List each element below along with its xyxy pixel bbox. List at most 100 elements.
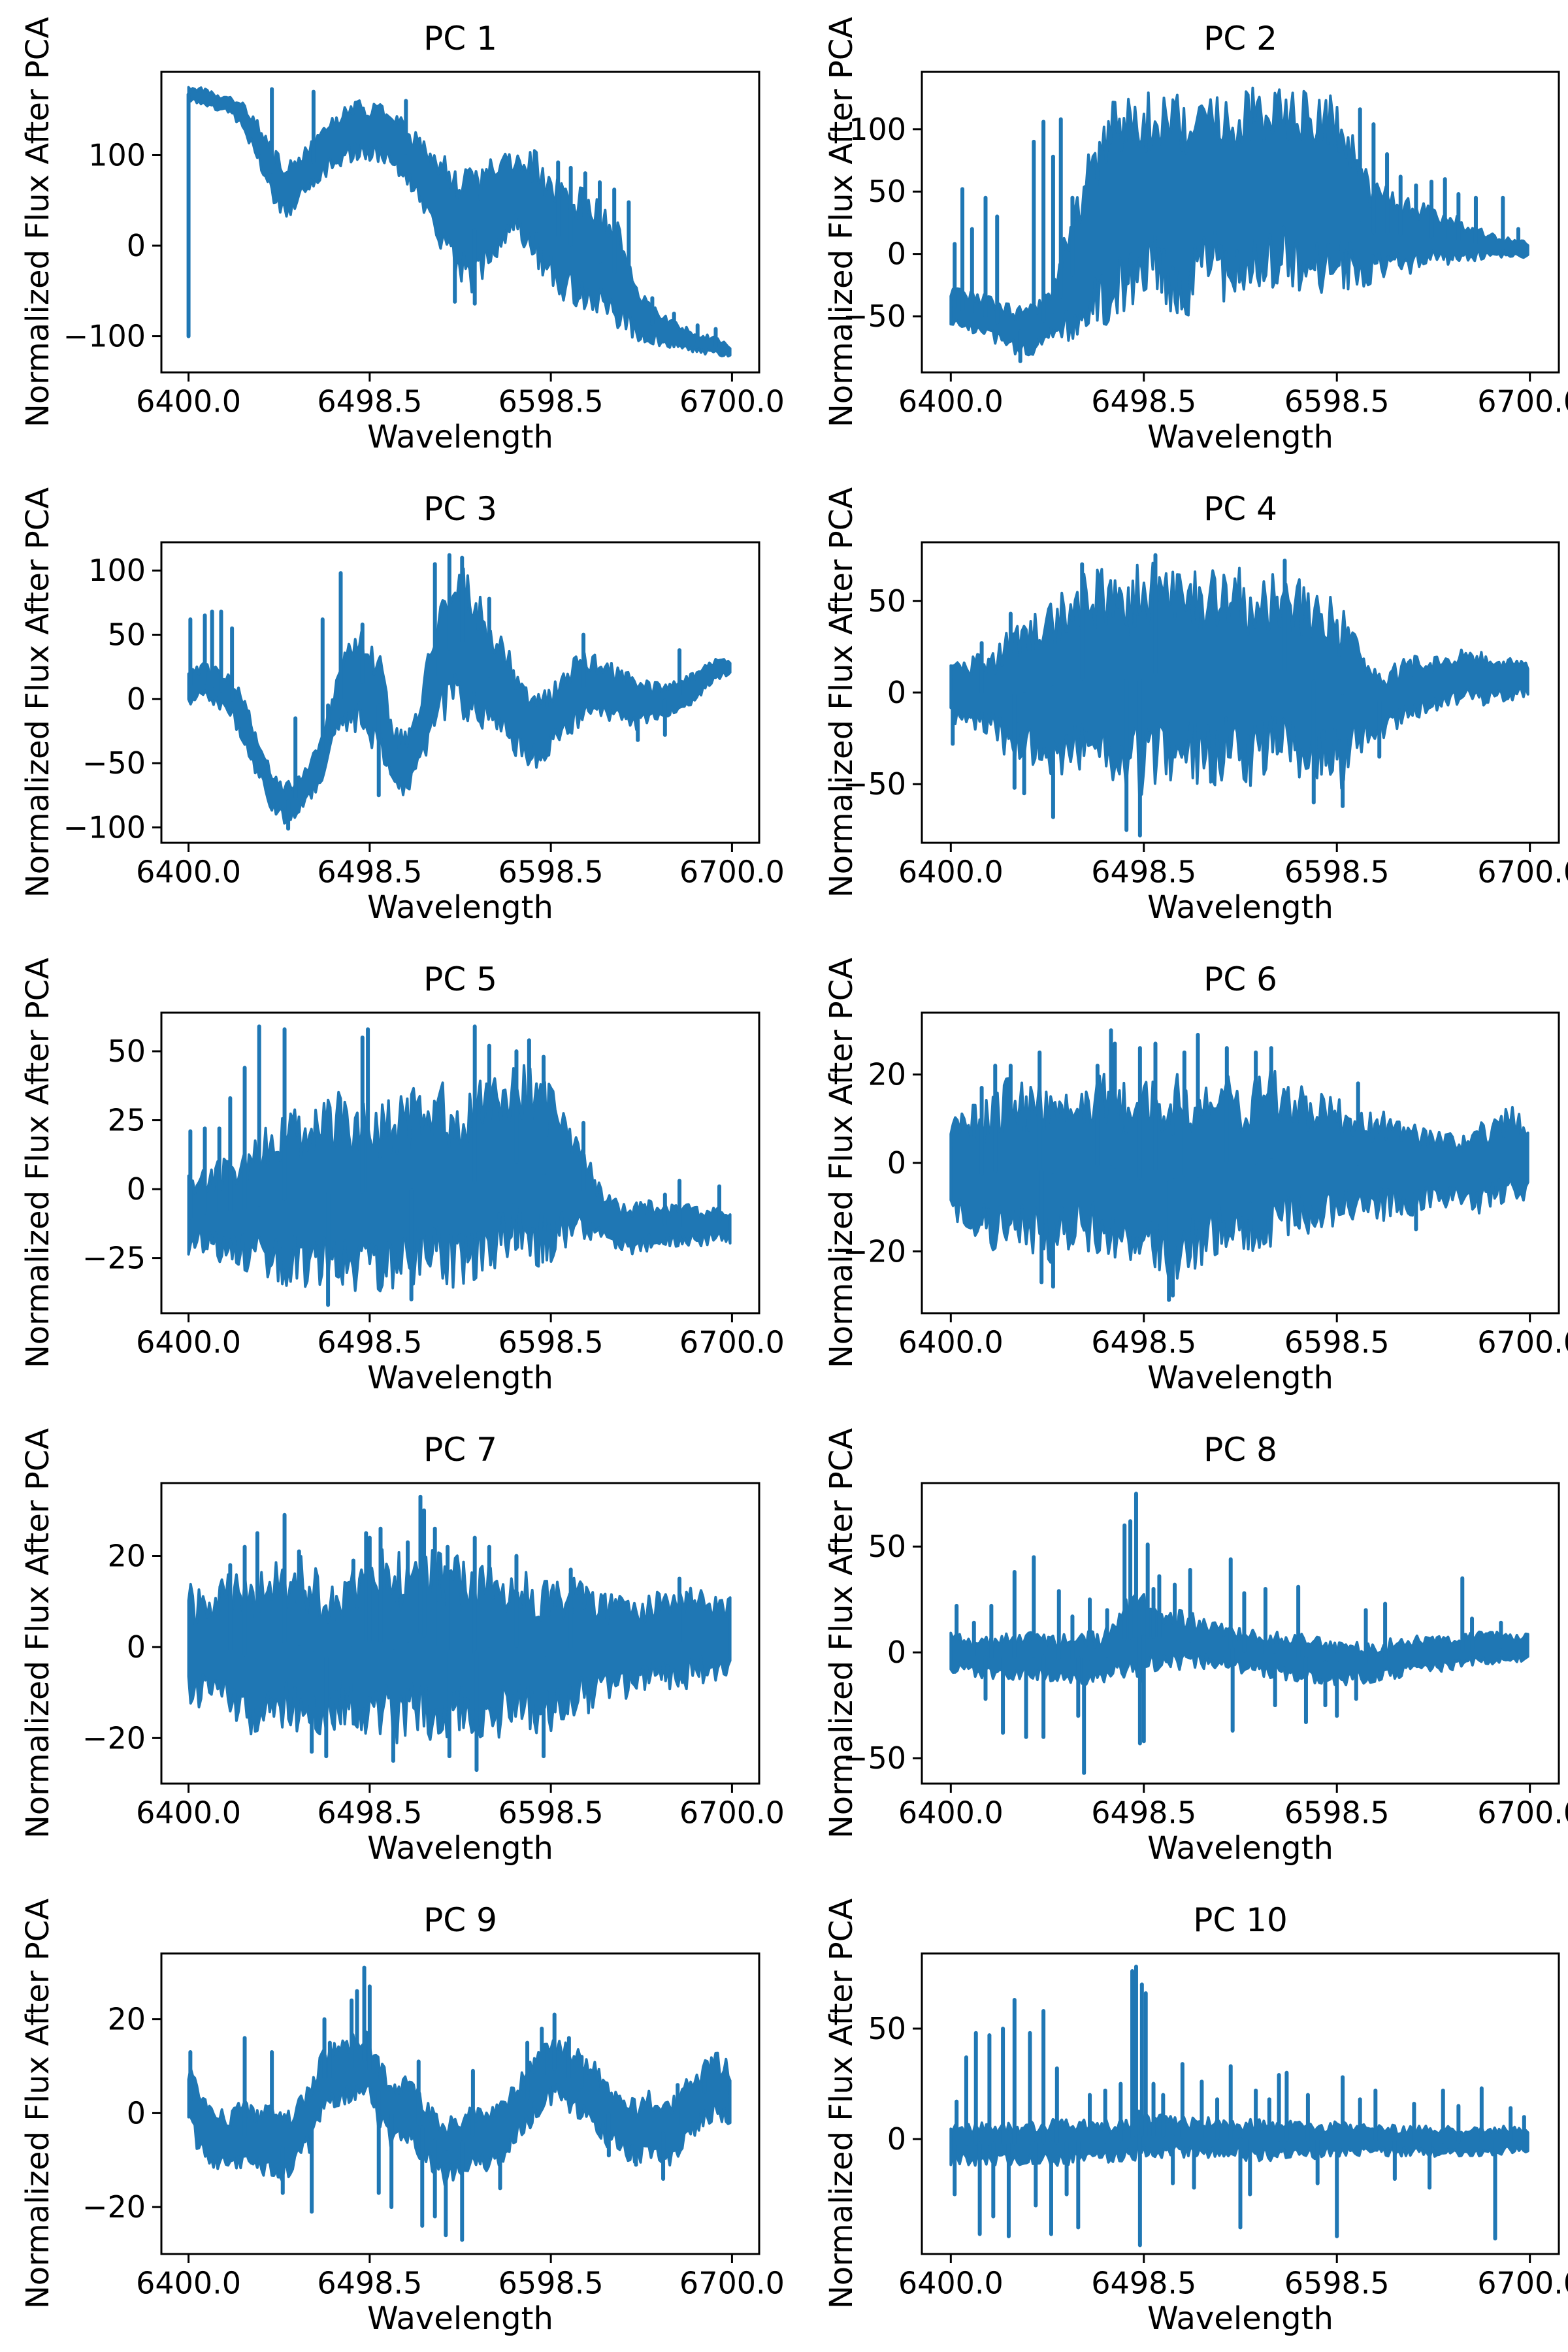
plot-title: PC 7 xyxy=(423,1431,497,1469)
axes-box xyxy=(160,1011,760,1315)
series-group xyxy=(187,1494,732,1772)
y-tick-label: 0 xyxy=(127,681,146,717)
plot-canvas-5: PC 5 6400.0 6498.5 6598.5 6700.0 −25 0 25 50 Wave… xyxy=(20,958,784,1397)
series-spikes xyxy=(951,553,1382,838)
plot-title: PC 10 xyxy=(1193,1901,1288,1939)
y-tick-label: −50 xyxy=(843,766,906,802)
plot-title: PC 4 xyxy=(1203,490,1277,528)
y-axis-label: Normalized Flux After PCA xyxy=(20,958,56,1368)
series-band xyxy=(949,1593,1529,1687)
x-tick-label: 6598.5 xyxy=(1284,384,1390,419)
y-tick-label: −25 xyxy=(82,1241,146,1276)
y-tick-label: −20 xyxy=(843,1233,906,1269)
x-tick-label: 6400.0 xyxy=(898,1324,1004,1360)
series-band xyxy=(187,2030,732,2187)
x-tick-label: 6498.5 xyxy=(1091,1324,1196,1360)
series-group xyxy=(949,1965,1529,2247)
series-band xyxy=(187,567,732,825)
series-band xyxy=(949,561,1529,798)
x-axis-label: Wavelength xyxy=(1147,2300,1333,2337)
series-band xyxy=(949,86,1529,357)
plot-canvas-8: PC 8 6400.0 6498.5 6598.5 6700.0 −50 0 50 Wavele… xyxy=(823,1428,1568,1867)
x-tick-label: 6700.0 xyxy=(1477,384,1568,419)
x-tick-label: 6700.0 xyxy=(1477,1795,1568,1830)
x-tick-label: 6400.0 xyxy=(898,384,1004,419)
subplot-pc-5: PC 5 6400.0 6498.5 6598.5 6700.0 −25 0 25 50 Wave… xyxy=(0,941,784,1411)
y-axis-label: Normalized Flux After PCA xyxy=(20,17,56,427)
x-axis-label: Wavelength xyxy=(367,1360,553,1396)
y-tick-label: 100 xyxy=(849,112,906,147)
axes-box xyxy=(921,1482,1560,1785)
plot-canvas-6: PC 6 6400.0 6498.5 6598.5 6700.0 −20 0 20 Wavele… xyxy=(823,958,1568,1397)
y-axis-label: Normalized Flux After PCA xyxy=(20,1899,56,2309)
x-tick-label: 6598.5 xyxy=(1284,2265,1390,2300)
y-tick-label: 0 xyxy=(127,228,146,263)
series-group xyxy=(187,553,732,831)
series-spikes xyxy=(953,1965,1526,2247)
x-tick-label: 6498.5 xyxy=(1091,384,1196,419)
series-band xyxy=(187,86,732,358)
x-tick-label: 6598.5 xyxy=(498,854,604,889)
y-axis-label: Normalized Flux After PCA xyxy=(823,1899,860,2309)
x-tick-label: 6598.5 xyxy=(1284,1795,1390,1830)
subplot-pc-6: PC 6 6400.0 6498.5 6598.5 6700.0 −20 0 20 Wavele… xyxy=(784,941,1568,1411)
y-tick-label: 0 xyxy=(127,1629,146,1665)
y-axis-label: Normalized Flux After PCA xyxy=(20,1428,56,1838)
series-group xyxy=(187,1965,732,2242)
y-tick-label: 50 xyxy=(868,583,906,619)
x-tick-label: 6598.5 xyxy=(498,1795,604,1830)
y-tick-label: −20 xyxy=(82,2189,146,2225)
x-tick-label: 6700.0 xyxy=(679,854,784,889)
x-tick-label: 6498.5 xyxy=(317,854,422,889)
y-tick-label: −50 xyxy=(843,299,906,334)
x-tick-label: 6598.5 xyxy=(498,384,604,419)
x-tick-label: 6498.5 xyxy=(317,384,422,419)
plot-title: PC 5 xyxy=(423,960,497,998)
subplot-pc-4: PC 4 6400.0 6498.5 6598.5 6700.0 −50 0 50 Wavele… xyxy=(784,470,1568,941)
x-tick-label: 6400.0 xyxy=(136,854,241,889)
x-tick-label: 6498.5 xyxy=(317,2265,422,2300)
series-spikes xyxy=(228,1494,682,1772)
x-tick-label: 6498.5 xyxy=(1091,2265,1196,2300)
x-tick-label: 6498.5 xyxy=(1091,854,1196,889)
x-tick-label: 6700.0 xyxy=(679,384,784,419)
y-tick-label: 100 xyxy=(88,137,146,172)
axes-box xyxy=(160,541,760,844)
series-group xyxy=(949,86,1529,363)
y-tick-label: 20 xyxy=(868,1057,906,1092)
y-tick-label: −100 xyxy=(63,809,146,845)
plot-canvas-1: PC 1 6400.0 6498.5 6598.5 6700.0 −100 0 100 Wave… xyxy=(20,17,784,456)
x-axis-label: Wavelength xyxy=(367,1830,553,1867)
y-axis-label: Normalized Flux After PCA xyxy=(20,487,56,898)
subplot-pc-10: PC 10 6400.0 6498.5 6598.5 6700.0 0 50 Waveleng… xyxy=(784,1882,1568,2352)
y-tick-label: −100 xyxy=(63,319,146,354)
y-axis-label: Normalized Flux After PCA xyxy=(823,487,860,898)
series-spikes xyxy=(186,87,718,349)
subplot-pc-9: PC 9 6400.0 6498.5 6598.5 6700.0 −20 0 20 Wavele… xyxy=(0,1882,784,2352)
series-spikes xyxy=(955,1492,1503,1775)
x-tick-label: 6400.0 xyxy=(136,2265,241,2300)
plot-canvas-9: PC 9 6400.0 6498.5 6598.5 6700.0 −20 0 20 Wavele… xyxy=(20,1899,784,2338)
x-tick-label: 6498.5 xyxy=(317,1324,422,1360)
y-tick-label: 0 xyxy=(887,2121,906,2157)
x-tick-label: 6498.5 xyxy=(1091,1795,1196,1830)
y-tick-label: 25 xyxy=(107,1103,146,1138)
plot-title: PC 1 xyxy=(423,20,497,57)
y-tick-label: 0 xyxy=(127,2095,146,2131)
x-tick-label: 6700.0 xyxy=(679,2265,784,2300)
x-tick-label: 6700.0 xyxy=(1477,854,1568,889)
x-axis-label: Wavelength xyxy=(367,889,553,926)
subplot-pc-8: PC 8 6400.0 6498.5 6598.5 6700.0 −50 0 50 Wavele… xyxy=(784,1411,1568,1882)
x-tick-label: 6498.5 xyxy=(317,1795,422,1830)
axes-box xyxy=(921,1952,1560,2255)
y-tick-label: 50 xyxy=(868,2011,906,2046)
series-spikes xyxy=(188,553,682,831)
y-axis-label: Normalized Flux After PCA xyxy=(823,958,860,1368)
y-tick-label: 20 xyxy=(107,2002,146,2037)
x-tick-label: 6598.5 xyxy=(498,1324,604,1360)
axes-box xyxy=(160,71,760,374)
y-tick-label: 50 xyxy=(107,1034,146,1069)
subplot-pc-7: PC 7 6400.0 6498.5 6598.5 6700.0 −20 0 20 Wavele… xyxy=(0,1411,784,1882)
series-group xyxy=(187,1024,732,1307)
